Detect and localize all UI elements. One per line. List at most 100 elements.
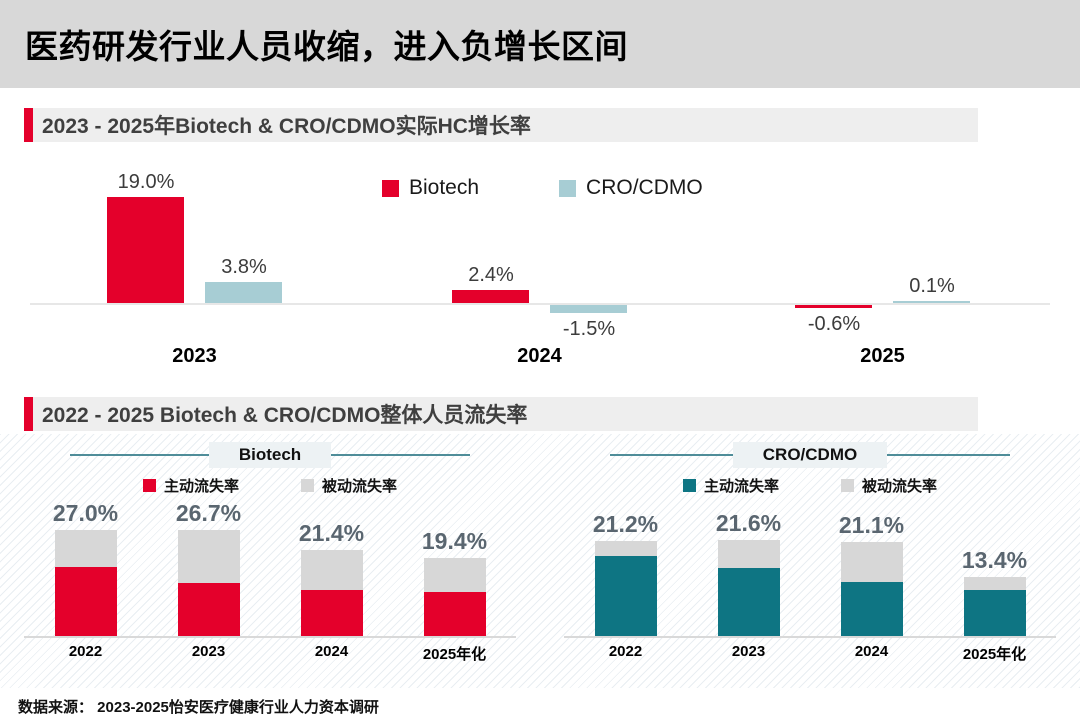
biotech-legend-label: Biotech bbox=[409, 176, 480, 199]
voluntary-legend-swatch bbox=[682, 479, 696, 492]
voluntary-attrition-segment bbox=[840, 582, 903, 636]
caption-line-right bbox=[887, 454, 1011, 456]
total-label: 21.4% bbox=[298, 520, 365, 546]
red-accent-bar bbox=[24, 397, 33, 431]
involuntary-attrition-segment bbox=[963, 577, 1026, 590]
cro-cdmo-bar bbox=[893, 301, 970, 303]
hc-growth-legend: Biotech CRO/CDMO bbox=[382, 176, 703, 200]
stacked-bar: 27.0% bbox=[24, 500, 147, 636]
voluntary-attrition-segment bbox=[423, 592, 486, 636]
involuntary-attrition-segment bbox=[423, 558, 486, 592]
caption-line-right bbox=[331, 454, 470, 456]
value-label: 3.8% bbox=[221, 256, 267, 278]
caption-line-left bbox=[70, 454, 209, 456]
stacked-bar: 21.6% bbox=[687, 500, 810, 636]
section-header-hc-growth: 2023 - 2025年Biotech & CRO/CDMO实际HC增长率 bbox=[24, 108, 978, 142]
involuntary-attrition-segment bbox=[594, 541, 657, 556]
category-label: 2023 bbox=[731, 643, 766, 660]
total-label: 13.4% bbox=[961, 547, 1028, 573]
involuntary-attrition-segment bbox=[177, 530, 240, 583]
cro-cdmo-attrition-plot: 21.2% 21.6% 21.1% 13.4% bbox=[564, 500, 1056, 638]
biotech-attrition-years: 2022 2023 2024 2025年化 bbox=[24, 643, 516, 664]
involuntary-legend-swatch bbox=[301, 479, 314, 492]
cro-cdmo-caption-label: CRO/CDMO bbox=[732, 442, 888, 468]
legend-item-voluntary: 主动流失率 bbox=[682, 475, 779, 496]
hc-growth-plot: Biotech CRO/CDMO 19.0% 3.8% 2023 2.4% -1.5% 2… bbox=[30, 142, 1050, 387]
biotech-attrition-plot: 27.0% 26.7% 21.4% 19.4% bbox=[24, 500, 516, 638]
legend-item-biotech: Biotech bbox=[382, 176, 479, 200]
category-label: 2024 bbox=[854, 643, 889, 660]
cro-cdmo-attrition-years: 2022 2023 2024 2025年化 bbox=[564, 643, 1056, 664]
legend-item-cro-cdmo: CRO/CDMO bbox=[559, 176, 703, 200]
stacked-bar: 21.4% bbox=[270, 500, 393, 636]
biotech-bar bbox=[107, 197, 184, 303]
section-title-attrition: 2022 - 2025 Biotech & CRO/CDMO整体人员流失率 bbox=[42, 404, 528, 427]
involuntary-attrition-segment bbox=[54, 530, 117, 568]
value-label: 0.1% bbox=[909, 275, 955, 297]
bar-group: 2.4% -1.5% 2024 bbox=[452, 142, 627, 387]
total-label: 21.1% bbox=[838, 512, 905, 538]
title-banner: 医药研发行业人员收缩，进入负增长区间 bbox=[0, 0, 1080, 88]
voluntary-attrition-segment bbox=[594, 556, 657, 636]
category-label: 2022 bbox=[68, 643, 103, 660]
cro-cdmo-bar bbox=[550, 305, 627, 313]
voluntary-attrition-segment bbox=[963, 590, 1026, 636]
voluntary-attrition-segment bbox=[54, 567, 117, 636]
stacked-bar: 21.1% bbox=[810, 500, 933, 636]
cro-cdmo-bar bbox=[205, 282, 282, 303]
biotech-caption-label: Biotech bbox=[208, 442, 332, 468]
voluntary-attrition-segment bbox=[177, 582, 240, 636]
biotech-attrition-panel: Biotech 主动流失率 被动流失率 27.0% 26.7% 21.4% 19.4%… bbox=[0, 434, 540, 688]
cro-cdmo-legend-label: CRO/CDMO bbox=[586, 176, 703, 199]
biotech-attrition-legend: 主动流失率 被动流失率 bbox=[10, 475, 530, 496]
involuntary-legend-label: 被动流失率 bbox=[862, 478, 938, 495]
voluntary-legend-swatch bbox=[142, 479, 156, 492]
value-label: -1.5% bbox=[562, 318, 616, 340]
cro-cdmo-legend-swatch bbox=[559, 179, 577, 197]
category-label: 2023 bbox=[191, 643, 226, 660]
involuntary-legend-swatch bbox=[841, 479, 854, 492]
legend-item-involuntary: 被动流失率 bbox=[301, 475, 397, 496]
legend-item-voluntary: 主动流失率 bbox=[142, 475, 239, 496]
involuntary-attrition-segment bbox=[840, 542, 903, 582]
total-label: 26.7% bbox=[175, 500, 242, 526]
red-accent-bar bbox=[24, 108, 33, 142]
voluntary-attrition-segment bbox=[717, 568, 780, 636]
legend-item-involuntary: 被动流失率 bbox=[841, 475, 937, 496]
attrition-charts-area: Biotech 主动流失率 被动流失率 27.0% 26.7% 21.4% 19.4%… bbox=[0, 434, 1080, 688]
category-label: 2024 bbox=[314, 643, 349, 660]
bar-group: 19.0% 3.8% 2023 bbox=[107, 142, 282, 387]
category-label: 2025年化 bbox=[422, 646, 487, 663]
voluntary-attrition-segment bbox=[300, 590, 363, 636]
caption-line-left bbox=[610, 454, 733, 456]
x-axis-line bbox=[30, 303, 1050, 305]
section-title-hc-growth: 2023 - 2025年Biotech & CRO/CDMO实际HC增长率 bbox=[42, 115, 531, 138]
stacked-bar: 19.4% bbox=[393, 500, 516, 636]
total-label: 19.4% bbox=[421, 528, 488, 554]
total-label: 21.2% bbox=[592, 511, 659, 537]
cro-cdmo-attrition-legend: 主动流失率 被动流失率 bbox=[550, 475, 1070, 496]
value-label: 19.0% bbox=[117, 171, 175, 193]
voluntary-legend-label: 主动流失率 bbox=[163, 478, 239, 495]
stacked-bar: 21.2% bbox=[564, 500, 687, 636]
data-source-text: 数据来源： 2023-2025怡安医疗健康行业人力资本调研 bbox=[18, 699, 379, 716]
total-label: 21.6% bbox=[715, 510, 782, 536]
category-label: 2025 bbox=[860, 345, 905, 367]
bar-group: -0.6% 0.1% 2025 bbox=[795, 142, 970, 387]
page-title: 医药研发行业人员收缩，进入负增长区间 bbox=[25, 28, 628, 65]
biotech-bar bbox=[795, 305, 872, 308]
biotech-bar bbox=[452, 290, 529, 303]
voluntary-legend-label: 主动流失率 bbox=[703, 478, 779, 495]
involuntary-attrition-segment bbox=[300, 550, 363, 590]
category-label: 2024 bbox=[517, 345, 562, 367]
data-source: 数据来源： 2023-2025怡安医疗健康行业人力资本调研 bbox=[0, 688, 1080, 717]
stacked-bar: 13.4% bbox=[933, 500, 1056, 636]
value-label: -0.6% bbox=[807, 313, 861, 335]
cro-cdmo-attrition-panel: CRO/CDMO 主动流失率 被动流失率 21.2% 21.6% 21.1% 13.4… bbox=[540, 434, 1080, 688]
category-label: 2022 bbox=[608, 643, 643, 660]
involuntary-legend-label: 被动流失率 bbox=[322, 478, 398, 495]
category-label: 2025年化 bbox=[962, 646, 1027, 663]
value-label: 2.4% bbox=[468, 264, 514, 286]
involuntary-attrition-segment bbox=[717, 540, 780, 568]
